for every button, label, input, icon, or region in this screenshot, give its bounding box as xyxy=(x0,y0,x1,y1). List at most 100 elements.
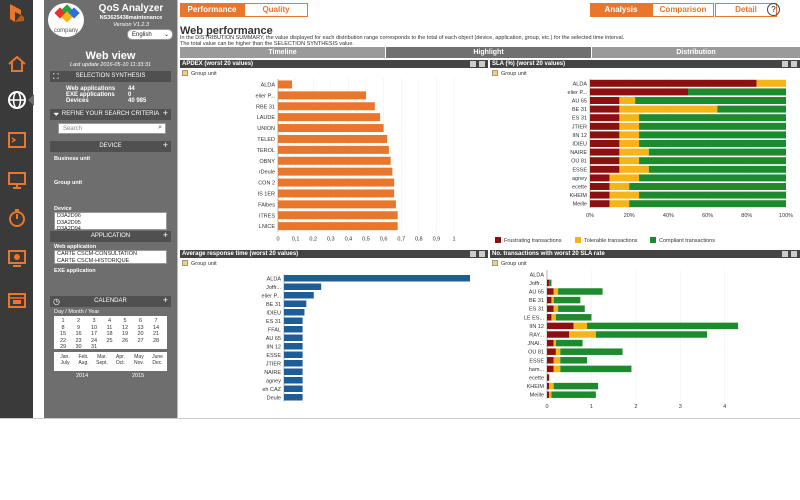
response-group-unit[interactable]: Group unit xyxy=(182,260,217,267)
expand-icon[interactable]: ⛶ xyxy=(53,72,59,81)
subtab-distribution[interactable]: Distribution xyxy=(592,47,800,58)
list-item[interactable]: CARTE CSCM-CONSULTATION xyxy=(57,251,137,257)
add-application-icon[interactable]: + xyxy=(162,230,168,240)
dashboard-icon[interactable] xyxy=(7,248,27,268)
list-item[interactable]: D3A2D94 xyxy=(57,226,81,232)
export-icon[interactable] xyxy=(782,251,788,257)
calendar-month[interactable]: June Dec. xyxy=(152,354,163,366)
maximize-icon[interactable] xyxy=(791,61,797,67)
monitor-icon[interactable] xyxy=(7,170,27,190)
calendar-day[interactable]: 3 xyxy=(92,318,96,324)
export-icon[interactable] xyxy=(470,61,476,67)
export-icon[interactable] xyxy=(782,61,788,67)
transactions-group-unit[interactable]: Group unit xyxy=(492,260,527,267)
tab-quality[interactable]: Quality xyxy=(244,3,308,17)
filter-toggle-icon[interactable] xyxy=(182,260,188,266)
calendar-day[interactable]: 31 xyxy=(90,344,98,350)
calendar-day[interactable]: 15 xyxy=(59,331,67,337)
calendar-month[interactable]: Mar. Sept. xyxy=(96,354,108,366)
add-calendar-icon[interactable]: + xyxy=(162,295,168,305)
calendar-day[interactable]: 24 xyxy=(90,337,98,344)
tab-performance[interactable]: Performance xyxy=(180,3,244,17)
calendar-day[interactable]: 12 xyxy=(121,324,129,331)
report-icon[interactable] xyxy=(7,290,27,310)
calendar-day[interactable]: 22 xyxy=(59,337,67,344)
calendar-day[interactable]: 27 xyxy=(137,337,144,344)
calendar-day[interactable]: 6 xyxy=(138,318,143,324)
web-app-list[interactable]: CARTE CSCM-CONSULTATION CARTE CSCM-HISTO… xyxy=(54,250,167,264)
calendar-day[interactable]: 10 xyxy=(90,324,98,331)
filter-toggle-icon[interactable] xyxy=(182,70,188,76)
export-icon[interactable] xyxy=(470,251,476,257)
calendar-day[interactable]: 26 xyxy=(121,337,129,344)
year-label[interactable]: 2015 xyxy=(132,373,145,379)
globe-icon[interactable] xyxy=(7,90,34,110)
language-select[interactable]: English ⌄ xyxy=(127,29,173,40)
calendar-day[interactable]: 17 xyxy=(90,331,98,337)
calendar-month[interactable]: Jan. July xyxy=(60,354,70,366)
category-label: TELED xyxy=(257,137,275,143)
list-item[interactable]: D3A2D96 xyxy=(57,213,81,219)
sidebar: company QoS Analyzer NS3625438maintenanc… xyxy=(44,0,177,418)
bar-segment xyxy=(590,88,688,96)
category-label: JTIER xyxy=(266,361,281,367)
calendar-day[interactable]: 18 xyxy=(106,331,113,337)
apdex-group-unit[interactable]: Group unit xyxy=(182,70,217,77)
calendar-day[interactable]: 11 xyxy=(106,324,113,331)
calendar-day[interactable]: 16 xyxy=(75,331,82,337)
calendar-day[interactable]: 28 xyxy=(152,337,160,344)
home-icon[interactable] xyxy=(7,54,27,74)
bar-segment xyxy=(547,331,570,338)
calendar-day[interactable]: 7 xyxy=(154,318,158,324)
terminal-icon[interactable] xyxy=(7,130,27,150)
maximize-icon[interactable] xyxy=(479,61,485,67)
subtab-highlight[interactable]: Highlight xyxy=(386,47,591,58)
calendar-day[interactable]: 14 xyxy=(152,324,160,331)
category-label: LNICE xyxy=(259,224,276,230)
bar-segment xyxy=(619,122,639,130)
add-criteria-icon[interactable]: + xyxy=(162,108,168,118)
calendar-day[interactable]: 13 xyxy=(137,324,144,331)
calendar-day[interactable]: 9 xyxy=(76,324,81,331)
sla-group-unit[interactable]: Group unit xyxy=(492,70,527,77)
tab-comparison[interactable]: Comparison xyxy=(652,3,714,17)
calendar-month[interactable]: Feb. Aug. xyxy=(78,354,89,366)
calendar-day[interactable]: 25 xyxy=(106,337,113,344)
calendar-day[interactable]: 2 xyxy=(76,318,81,324)
calendar-day[interactable]: 8 xyxy=(61,324,65,331)
calendar-month[interactable]: May Nov. xyxy=(134,354,144,366)
calendar-day[interactable]: 23 xyxy=(75,337,82,344)
subtab-timeline[interactable]: Timeline xyxy=(180,47,385,58)
calendar-day[interactable]: 21 xyxy=(152,331,160,337)
filter-toggle-icon[interactable] xyxy=(492,70,498,76)
add-device-icon[interactable]: + xyxy=(162,140,168,150)
calendar-day[interactable]: 19 xyxy=(121,331,129,337)
category-label: ham... xyxy=(529,367,545,373)
stat-label: Devices xyxy=(66,98,89,104)
list-item[interactable]: D3A2D95 xyxy=(57,219,81,226)
calendar-day[interactable]: 30 xyxy=(75,344,82,350)
tab-detail[interactable]: Detail xyxy=(715,3,777,17)
stopwatch-icon[interactable] xyxy=(7,208,27,228)
maximize-icon[interactable] xyxy=(791,251,797,257)
calendar-day[interactable]: 5 xyxy=(123,318,127,324)
calendar-day[interactable]: 1 xyxy=(61,318,65,324)
help-button[interactable]: ? xyxy=(767,3,780,16)
category-label: ALDA xyxy=(261,82,276,88)
calendar-mode[interactable]: Day / Month / Year xyxy=(54,309,100,315)
maximize-icon[interactable] xyxy=(479,251,485,257)
filter-toggle-icon[interactable] xyxy=(492,260,498,266)
calendar-day[interactable]: 4 xyxy=(107,318,112,324)
list-item[interactable]: CARTE CSCM-HISTORIQUE xyxy=(57,257,130,264)
bar-segment xyxy=(569,331,596,338)
chevron-down-icon: ⌄ xyxy=(163,32,169,38)
device-list[interactable]: D3A2D96 D3A2D95 D3A2D94 xyxy=(54,212,167,232)
category-label: LAUDE xyxy=(257,115,276,121)
tab-analysis[interactable]: Analysis xyxy=(590,3,652,17)
calendar-day[interactable]: 20 xyxy=(137,331,144,337)
year-label[interactable]: 2014 xyxy=(76,373,89,379)
search-input[interactable]: Search ⌕ xyxy=(58,123,166,134)
calendar-month[interactable]: Apr. Oct. xyxy=(115,354,126,366)
calendar-day[interactable]: 29 xyxy=(59,344,67,350)
bar-segment xyxy=(590,122,620,130)
